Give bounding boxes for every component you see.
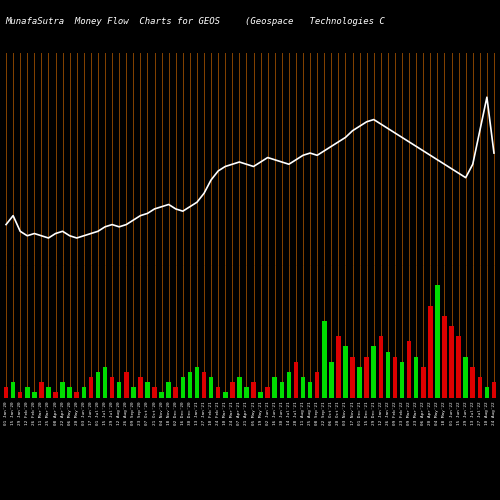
Bar xyxy=(407,342,412,398)
Bar xyxy=(428,306,432,398)
Bar xyxy=(442,316,447,398)
Bar xyxy=(300,377,306,398)
Bar xyxy=(68,388,72,398)
Bar xyxy=(174,388,178,398)
Bar xyxy=(4,388,8,398)
Bar xyxy=(124,372,128,398)
Bar xyxy=(350,356,355,398)
Bar xyxy=(386,352,390,398)
Bar xyxy=(11,382,16,398)
Bar xyxy=(358,367,362,398)
Bar xyxy=(117,382,121,398)
Text: (Geospace   Technologies C: (Geospace Technologies C xyxy=(245,18,385,26)
Bar xyxy=(244,388,249,398)
Bar xyxy=(492,382,496,398)
Bar xyxy=(470,367,475,398)
Bar xyxy=(322,321,326,398)
Bar xyxy=(39,382,44,398)
Bar xyxy=(251,382,256,398)
Bar xyxy=(378,336,383,398)
Bar xyxy=(230,382,234,398)
Bar xyxy=(286,372,291,398)
Bar xyxy=(372,346,376,398)
Bar xyxy=(449,326,454,398)
Bar xyxy=(46,388,51,398)
Bar xyxy=(280,382,284,398)
Bar xyxy=(308,382,312,398)
Bar xyxy=(258,392,263,398)
Bar xyxy=(336,336,340,398)
Bar xyxy=(456,336,461,398)
Bar xyxy=(464,356,468,398)
Bar xyxy=(364,356,369,398)
Bar xyxy=(152,388,157,398)
Bar xyxy=(53,392,58,398)
Text: MunafaSutra  Money Flow  Charts for GEOS: MunafaSutra Money Flow Charts for GEOS xyxy=(5,18,220,26)
Bar xyxy=(272,377,277,398)
Bar xyxy=(110,377,114,398)
Bar xyxy=(188,372,192,398)
Bar xyxy=(484,388,489,398)
Bar xyxy=(478,377,482,398)
Bar xyxy=(102,367,108,398)
Bar xyxy=(32,392,36,398)
Bar xyxy=(343,346,348,398)
Bar xyxy=(166,382,171,398)
Bar xyxy=(202,372,206,398)
Bar xyxy=(266,388,270,398)
Bar xyxy=(315,372,320,398)
Bar xyxy=(237,377,242,398)
Bar xyxy=(18,392,22,398)
Bar xyxy=(435,285,440,398)
Bar xyxy=(160,392,164,398)
Bar xyxy=(88,377,93,398)
Bar xyxy=(216,388,220,398)
Bar xyxy=(209,377,214,398)
Bar xyxy=(74,392,79,398)
Bar xyxy=(131,388,136,398)
Bar xyxy=(82,388,86,398)
Bar xyxy=(329,362,334,398)
Bar xyxy=(25,388,29,398)
Bar xyxy=(96,372,100,398)
Bar xyxy=(421,367,426,398)
Bar xyxy=(400,362,404,398)
Bar xyxy=(392,356,398,398)
Bar xyxy=(414,356,418,398)
Bar xyxy=(60,382,65,398)
Bar xyxy=(145,382,150,398)
Bar xyxy=(223,392,228,398)
Bar xyxy=(294,362,298,398)
Bar xyxy=(138,377,142,398)
Bar xyxy=(194,367,200,398)
Bar xyxy=(180,377,185,398)
